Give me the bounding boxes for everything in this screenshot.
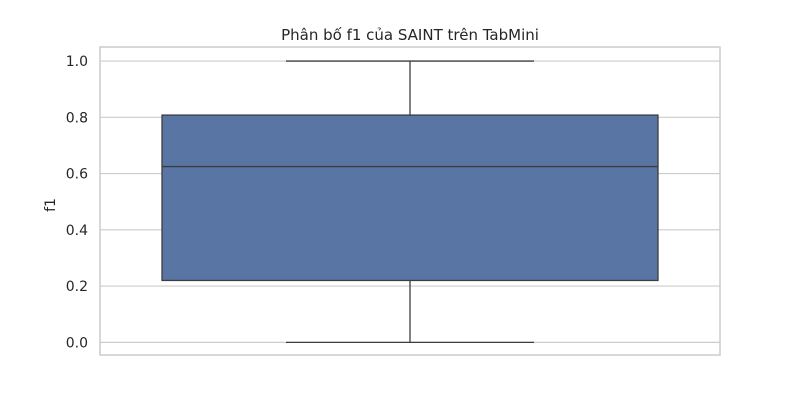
y-tick-label: 0.0 [66,335,88,351]
y-tick-label: 0.2 [66,279,88,295]
y-tick-label: 0.6 [66,167,88,183]
plot-frame [99,46,721,356]
y-tick-label: 0.4 [66,223,88,239]
y-tick-label: 1.0 [66,54,88,70]
chart-title: Phân bố f1 của SAINT trên TabMini [281,26,539,44]
box-plot-elements [161,60,659,343]
y-tick-label: 0.8 [66,110,88,126]
iqr-box [161,114,659,282]
y-tick-labels: 0.0 0.2 0.4 0.6 0.8 1.0 [66,54,88,351]
y-axis-label: f1 [43,198,59,212]
